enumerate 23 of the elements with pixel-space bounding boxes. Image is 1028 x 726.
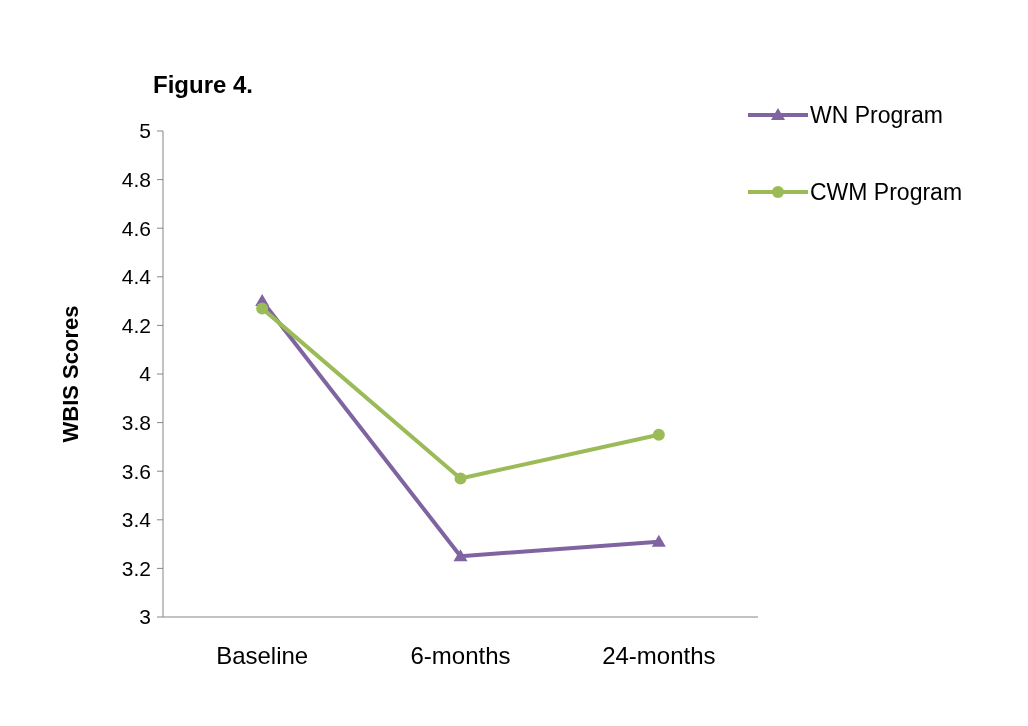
- y-tick-label: 4: [139, 362, 152, 386]
- y-tick-label: 3.8: [121, 410, 151, 434]
- y-tick-label: 4.2: [121, 313, 151, 337]
- point: [256, 302, 269, 315]
- point: [651, 534, 666, 547]
- x-tick-label: 6-months: [410, 642, 511, 669]
- y-tick-label: 3: [139, 605, 151, 629]
- y-tick-label: 4.6: [121, 216, 151, 240]
- legend-label: CWM Program: [810, 179, 963, 206]
- y-tick-label: 3.2: [121, 556, 151, 580]
- y-tick-label: 3.4: [121, 508, 152, 532]
- y-tick-label: 4.8: [121, 167, 151, 191]
- x-tick-label: Baseline: [216, 642, 309, 669]
- chart-title: Figure 4.: [153, 71, 254, 98]
- y-tick-label: 3.6: [121, 459, 151, 483]
- point: [454, 472, 467, 485]
- x-tick-label: 24-months: [602, 642, 716, 669]
- y-axis-title: WBIS Scores: [58, 305, 83, 443]
- point: [652, 428, 665, 441]
- legend-label: WN Program: [810, 102, 943, 129]
- y-tick-label: 5: [139, 119, 151, 143]
- point: [453, 549, 468, 562]
- y-tick-label: 4.4: [121, 265, 152, 289]
